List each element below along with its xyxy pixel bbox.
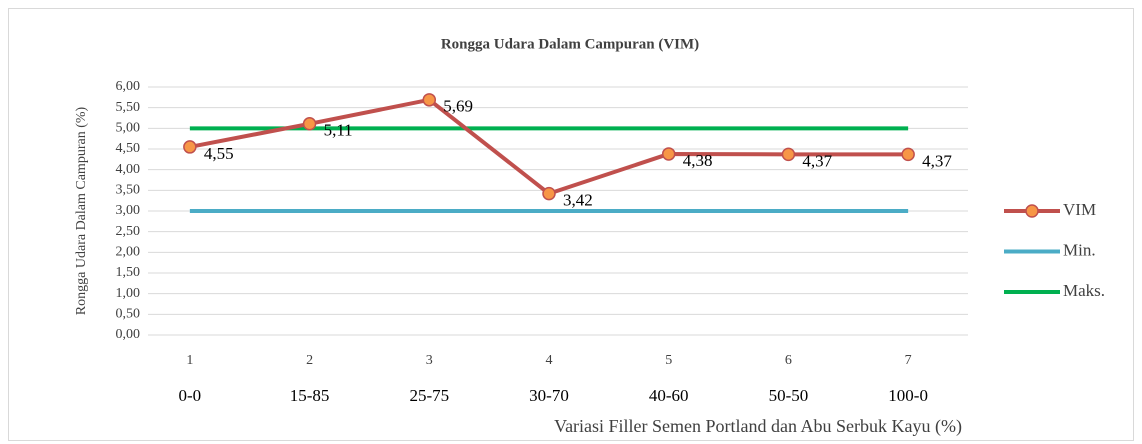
y-tick-label: 0,50 [116,307,141,322]
x-sublabel: 25-75 [409,386,449,405]
marker [781,147,796,162]
data-label: 5,11 [324,121,353,140]
data-label: 4,37 [922,151,952,170]
data-label: 5,69 [443,97,473,116]
x-tick-label: 3 [426,353,433,368]
y-tick-label: 4,50 [116,141,141,156]
data-label: 4,38 [683,151,713,170]
y-tick-label: 4,00 [116,162,141,177]
y-tick-label: 2,50 [116,224,141,239]
chart-border [8,8,1134,441]
x-tick-label: 4 [546,353,553,368]
x-sublabel: 50-50 [769,386,809,405]
y-tick-label: 6,00 [116,79,141,94]
data-label: 4,37 [802,151,832,170]
x-tick-label: 7 [905,353,912,368]
y-tick-label: 0,00 [116,327,141,342]
x-sublabel: 30-70 [529,386,569,405]
x-tick-label: 1 [186,353,193,368]
x-tick-label: 2 [306,353,313,368]
marker [661,147,676,161]
x-sublabel: 0-0 [179,386,202,405]
legend-label: Maks. [1063,281,1105,300]
legend-label: Min. [1063,240,1096,259]
y-tick-label: 3,00 [116,203,141,218]
x-sublabel: 15-85 [290,386,330,405]
x-sublabel: 40-60 [649,386,689,405]
x-tick-label: 6 [785,353,792,368]
y-tick-label: 3,50 [116,183,141,198]
data-label: 3,42 [563,191,593,210]
y-tick-label: 5,00 [116,121,141,136]
y-axis-title: Rongga Udara Dalam Campuran (%) [74,106,89,315]
marker [422,93,437,107]
marker [183,140,197,154]
legend-marker [1025,204,1039,218]
chart-title: Rongga Udara Dalam Campuran (VIM) [441,36,699,52]
marker [542,186,556,201]
y-tick-label: 1,00 [116,286,141,301]
legend-label: VIM [1063,200,1096,219]
x-tick-label: 5 [665,353,672,368]
marker [302,117,317,131]
data-label: 4,55 [204,144,234,163]
x-axis-title: Variasi Filler Semen Portland dan Abu Se… [554,416,962,437]
y-tick-label: 1,50 [116,265,141,280]
y-tick-label: 2,00 [116,245,141,260]
y-tick-label: 5,50 [116,100,141,115]
marker [901,147,915,162]
x-sublabel: 100-0 [888,386,928,405]
